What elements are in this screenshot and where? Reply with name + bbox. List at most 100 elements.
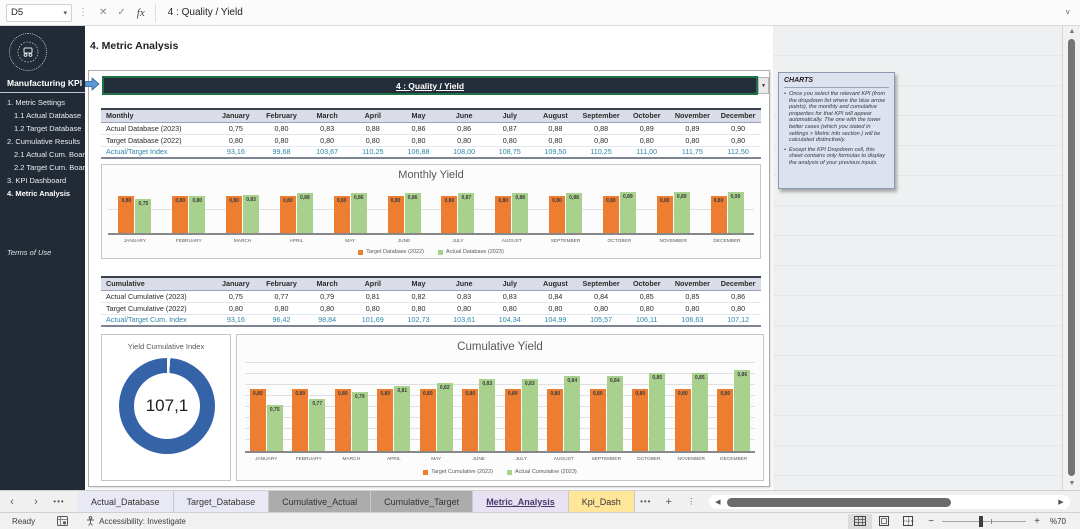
- zoom-out-button[interactable]: −: [928, 515, 935, 527]
- sheet-tab-actual_database[interactable]: Actual_Database: [78, 491, 174, 512]
- yield-cumulative-index-chart[interactable]: Yield Cumulative Index 107,1: [101, 334, 231, 481]
- sheet-tab-cumulative_target[interactable]: Cumulative_Target: [371, 491, 474, 512]
- prev-sheet-button[interactable]: ‹: [10, 495, 14, 508]
- data-label: 0,80: [192, 198, 203, 205]
- divider: [154, 3, 156, 22]
- data-label: 0,81: [397, 387, 408, 394]
- sheet-options-icon[interactable]: ⋮: [687, 497, 697, 506]
- horizontal-scrollbar-thumb[interactable]: [726, 498, 951, 507]
- legend-swatch: [358, 249, 364, 255]
- scroll-right-icon[interactable]: ▶: [1058, 499, 1064, 506]
- scroll-down-icon[interactable]: ▼: [1068, 480, 1076, 487]
- next-sheet-button[interactable]: ›: [34, 495, 38, 508]
- monthly-yield-chart[interactable]: Monthly Yield 0,80 0,75 0,80 0,80 0,80 0,83 0,…: [101, 164, 761, 259]
- zoom-slider-thumb[interactable]: [979, 515, 984, 527]
- kpi-dropdown-cell[interactable]: 4 : Quality / Yield: [102, 76, 758, 95]
- zoom-level[interactable]: %70: [1049, 516, 1066, 526]
- vertical-scrollbar-thumb[interactable]: [1068, 39, 1075, 476]
- sidebar-item[interactable]: 1.2 Target Database: [14, 124, 82, 133]
- table-header-cell: January: [213, 276, 259, 291]
- bar: 0,77: [309, 398, 326, 451]
- fill-handle[interactable]: [755, 92, 758, 95]
- table-header-cell: November: [669, 276, 716, 291]
- scroll-left-icon[interactable]: ◀: [715, 499, 721, 506]
- table-cell: 108,00: [441, 145, 487, 159]
- table-cell: 0,83: [486, 290, 533, 303]
- sheet-tab-cumulative_actual[interactable]: Cumulative_Actual: [269, 491, 372, 512]
- normal-view-button[interactable]: [848, 513, 873, 529]
- sheet-tab-metric_analysis[interactable]: Metric_Analysis: [473, 491, 569, 512]
- table-cell: 0,89: [623, 122, 670, 135]
- sidebar-item[interactable]: 4. Metric Analysis: [7, 189, 71, 198]
- bar-group: 0,80 0,85: [628, 365, 671, 451]
- table-cell: 0,80: [715, 134, 761, 147]
- sheet-tab-target_database[interactable]: Target_Database: [173, 491, 270, 512]
- bar: 0,89: [619, 192, 636, 233]
- data-label: 0,80: [465, 391, 476, 398]
- cancel-icon[interactable]: ✕: [99, 7, 108, 18]
- add-sheet-button[interactable]: +: [665, 495, 672, 508]
- bar: 0,80: [419, 389, 436, 451]
- vertical-scrollbar[interactable]: ▲ ▼: [1062, 26, 1080, 490]
- chart-title: Yield Cumulative Index: [127, 342, 205, 351]
- x-axis-tick-label: DECEMBER: [720, 457, 748, 462]
- sidebar-item[interactable]: 2.2 Target Cum. Board: [14, 163, 85, 172]
- x-axis-tick-label: SEPTEMBER: [591, 457, 622, 462]
- table-cell: 0,80: [715, 302, 761, 315]
- fx-icon[interactable]: fx: [136, 6, 145, 19]
- sidebar-item[interactable]: 1. Metric Settings: [7, 98, 65, 107]
- note-bullet: • Except the KPI Dropdown cell, this she…: [784, 147, 889, 167]
- table-cell: 0,83: [304, 122, 350, 135]
- accessibility-status[interactable]: Accessibility: Investigate: [86, 516, 186, 526]
- data-label: 0,86: [737, 371, 748, 378]
- zoom-tick: [990, 518, 992, 524]
- table-cell: 0,85: [669, 290, 716, 303]
- x-axis-tick-label: SEPTEMBER: [550, 239, 581, 244]
- table-header-cell: March: [304, 276, 350, 291]
- data-label: 0,80: [390, 198, 401, 205]
- bar-group: 0,80 0,86: [377, 189, 431, 233]
- chevron-down-icon[interactable]: ▾: [63, 9, 67, 17]
- sheet-tab-kpi_dash[interactable]: Kpi_Dash: [568, 491, 635, 512]
- table-cell: 101,69: [349, 313, 396, 327]
- x-axis-tick-label: OCTOBER: [636, 457, 661, 462]
- scroll-up-icon[interactable]: ▲: [1068, 28, 1076, 35]
- table-header-cell: August: [532, 276, 579, 291]
- gridline: [245, 395, 755, 396]
- table-cell: 111,75: [669, 145, 716, 159]
- gridline: [245, 362, 755, 363]
- plot-area: 0,80 0,75 0,80 0,77 0,80 0,79 0,80 0,81 0,80 0,82…: [245, 362, 755, 453]
- note-title: CHARTS: [784, 77, 889, 88]
- table-cell: 93,16: [213, 313, 259, 327]
- data-label: 0,80: [336, 198, 347, 205]
- data-label: 0,80: [498, 198, 509, 205]
- bar-group: 0,80 0,83: [216, 189, 270, 233]
- page-break-view-button[interactable]: [896, 514, 920, 529]
- sidebar-item[interactable]: 1.1 Actual Database: [14, 111, 82, 120]
- zoom-slider[interactable]: [942, 515, 1027, 527]
- horizontal-scrollbar[interactable]: ◀ ▶: [708, 495, 1070, 509]
- sidebar-item[interactable]: 3. KPI Dashboard: [7, 176, 67, 185]
- formula-input[interactable]: 4 : Quality / Yield: [167, 7, 243, 18]
- cumulative-yield-chart[interactable]: Cumulative Yield 0,80 0,75 0,80 0,77 0,80 0,7…: [236, 334, 764, 481]
- data-label: 0,80: [550, 391, 561, 398]
- bar: 0,80: [547, 389, 564, 451]
- bar-group: 0,80 0,85: [670, 365, 713, 451]
- zoom-in-button[interactable]: +: [1034, 515, 1040, 527]
- sidebar-item[interactable]: 2. Cumulative Results: [7, 137, 80, 146]
- sidebar-item[interactable]: 2.1 Actual Cum. Board: [14, 150, 85, 159]
- terms-of-use-link[interactable]: Terms of Use: [7, 248, 52, 257]
- macro-record-icon[interactable]: [57, 516, 69, 526]
- accessibility-icon: [87, 516, 95, 526]
- bar: 0,84: [606, 376, 623, 451]
- enter-icon[interactable]: ✓: [117, 7, 126, 18]
- more-sheets-icon[interactable]: •••: [640, 497, 652, 506]
- dropdown-arrow-button[interactable]: ▼: [758, 77, 769, 94]
- formula-bar-expand-icon[interactable]: ˅: [1065, 8, 1070, 17]
- all-sheets-icon[interactable]: •••: [53, 497, 65, 506]
- table-cell: 0,80: [486, 302, 533, 315]
- data-label: 0,80: [422, 391, 433, 398]
- page-layout-view-button[interactable]: [872, 514, 896, 529]
- name-box[interactable]: D5 ▾: [6, 3, 72, 22]
